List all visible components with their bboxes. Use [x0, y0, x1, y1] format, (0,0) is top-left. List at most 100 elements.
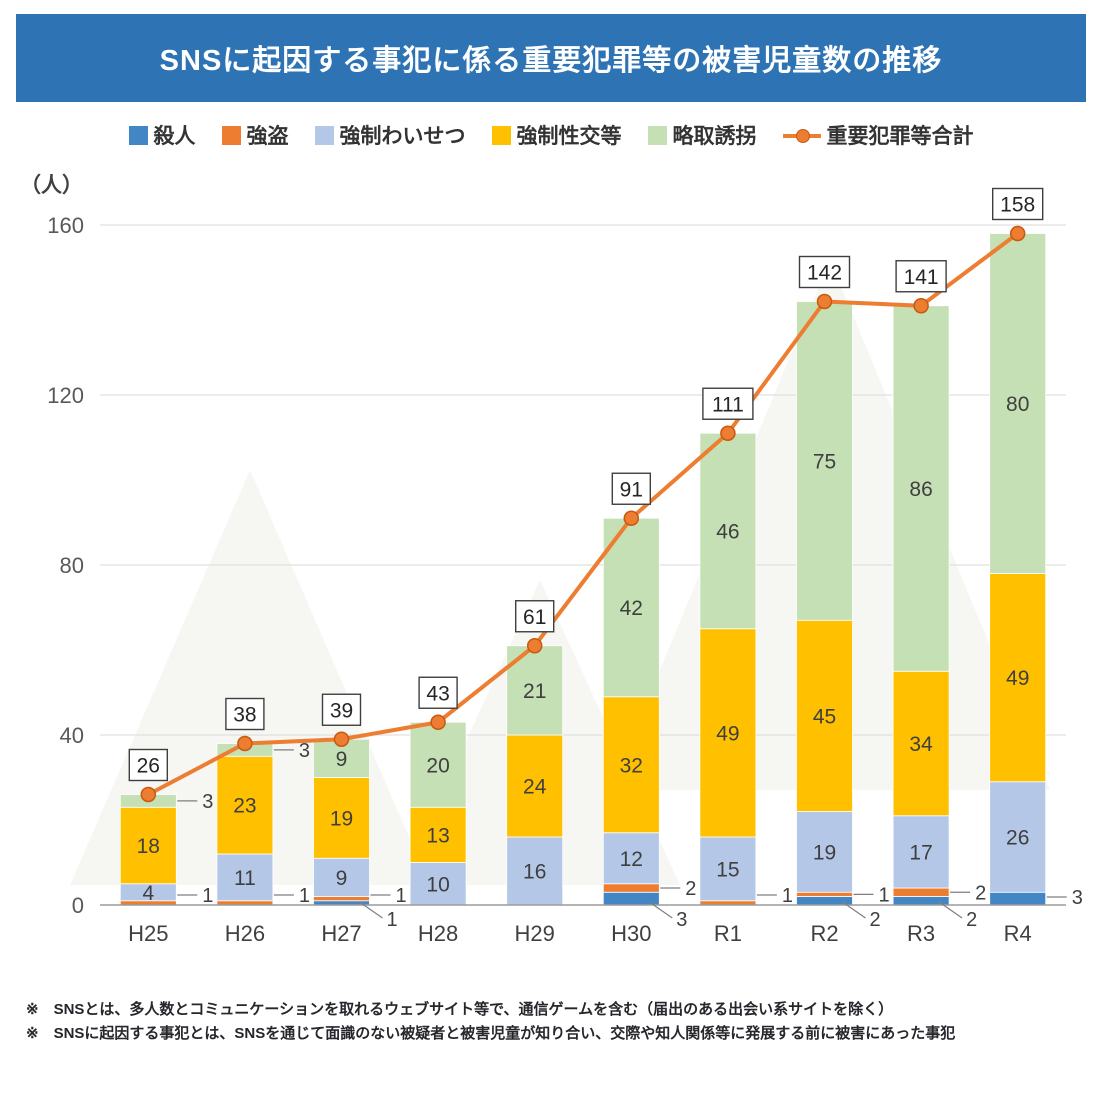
footnote-line-1: ※ SNSとは、多人数とコミュニケーションを取れるウェブサイト等で、通信ゲームを… — [26, 1001, 894, 1018]
svg-text:111: 111 — [712, 393, 744, 416]
svg-text:15: 15 — [716, 858, 739, 881]
page: SNSに起因する事犯に係る重要犯罪等の被害児童数の推移 殺人 強盗 強制わいせつ 強制… — [0, 14, 1102, 1046]
legend-item-1: 強盗 — [221, 120, 289, 150]
svg-text:49: 49 — [1006, 667, 1029, 690]
svg-text:21: 21 — [523, 680, 546, 703]
svg-text:1: 1 — [782, 885, 793, 907]
legend-line-marker-icon — [782, 126, 821, 145]
page-title: SNSに起因する事犯に係る重要犯罪等の被害児童数の推移 — [159, 45, 943, 77]
svg-text:10: 10 — [426, 873, 449, 896]
y-axis-labels: 0 40 80 120 160 （人） — [20, 173, 84, 918]
svg-text:142: 142 — [807, 262, 842, 285]
svg-text:1: 1 — [299, 885, 310, 907]
svg-text:R1: R1 — [714, 921, 742, 946]
svg-text:1: 1 — [879, 884, 890, 906]
svg-text:H27: H27 — [321, 921, 361, 946]
svg-text:26: 26 — [137, 755, 160, 778]
svg-text:12: 12 — [620, 848, 643, 871]
svg-text:32: 32 — [620, 754, 643, 777]
svg-text:45: 45 — [813, 705, 836, 728]
svg-text:26: 26 — [1006, 827, 1029, 850]
svg-text:20: 20 — [426, 754, 449, 777]
svg-text:46: 46 — [716, 521, 739, 544]
svg-text:49: 49 — [716, 722, 739, 745]
legend-label: 殺人 — [153, 125, 196, 148]
svg-text:H29: H29 — [515, 921, 555, 946]
svg-text:120: 120 — [47, 383, 84, 408]
legend-label: 強盗 — [246, 125, 289, 148]
svg-text:9: 9 — [336, 748, 348, 771]
svg-text:80: 80 — [1006, 393, 1029, 416]
legend-item-5: 重要犯罪等合計 — [782, 120, 974, 150]
legend-label: 略取誘拐 — [672, 125, 757, 148]
svg-text:1: 1 — [396, 885, 407, 907]
svg-text:75: 75 — [813, 450, 836, 473]
chart-legend: 殺人 強盗 強制わいせつ 強制性交等 略取誘拐 重要犯罪等合計 — [0, 122, 1102, 148]
legend-item-0: 殺人 — [128, 120, 196, 150]
svg-text:16: 16 — [523, 861, 546, 884]
svg-text:H30: H30 — [611, 921, 651, 946]
svg-text:2: 2 — [870, 909, 881, 931]
title-banner: SNSに起因する事犯に係る重要犯罪等の被害児童数の推移 — [16, 14, 1086, 102]
svg-text:11: 11 — [234, 867, 256, 890]
legend-swatch-icon — [314, 125, 334, 145]
legend-label: 重要犯罪等合計 — [826, 125, 974, 148]
svg-text:2: 2 — [685, 878, 696, 900]
svg-text:（人）: （人） — [20, 173, 83, 197]
svg-text:61: 61 — [523, 606, 546, 629]
svg-text:17: 17 — [909, 841, 932, 864]
svg-text:0: 0 — [72, 893, 84, 918]
legend-swatch-icon — [647, 125, 667, 145]
svg-text:H26: H26 — [225, 921, 265, 946]
svg-text:38: 38 — [233, 704, 256, 727]
svg-text:158: 158 — [1000, 194, 1035, 217]
svg-text:2: 2 — [975, 882, 986, 904]
svg-text:34: 34 — [909, 733, 933, 756]
svg-text:H25: H25 — [128, 921, 168, 946]
svg-text:141: 141 — [904, 266, 939, 289]
svg-text:19: 19 — [813, 841, 836, 864]
legend-item-2: 強制わいせつ — [314, 120, 466, 150]
bars: 4181123919910132016242112324215494619457… — [119, 233, 1047, 906]
legend-label: 強制性交等 — [516, 125, 622, 148]
svg-text:13: 13 — [426, 824, 449, 847]
svg-text:24: 24 — [523, 776, 547, 799]
svg-text:2: 2 — [966, 909, 977, 931]
svg-text:86: 86 — [909, 478, 932, 501]
svg-text:3: 3 — [676, 909, 687, 931]
svg-text:H28: H28 — [418, 921, 458, 946]
svg-text:R4: R4 — [1004, 921, 1032, 946]
total-line — [140, 225, 1026, 803]
stacked-bar-line-chart: 04080120160（人）41811239199101320162421123… — [20, 173, 1083, 946]
svg-text:9: 9 — [336, 867, 348, 890]
svg-text:R2: R2 — [810, 921, 838, 946]
svg-text:42: 42 — [620, 597, 643, 620]
svg-text:43: 43 — [426, 682, 449, 705]
svg-text:18: 18 — [137, 835, 160, 858]
svg-text:R3: R3 — [907, 921, 935, 946]
svg-text:80: 80 — [60, 553, 84, 578]
svg-text:3: 3 — [202, 791, 213, 813]
legend-label: 強制わいせつ — [339, 125, 466, 148]
legend-swatch-icon — [491, 125, 511, 145]
svg-text:39: 39 — [330, 699, 353, 722]
svg-text:40: 40 — [60, 723, 84, 748]
legend-item-3: 強制性交等 — [491, 120, 622, 150]
footnotes: ※ SNSとは、多人数とコミュニケーションを取れるウェブサイト等で、通信ゲームを… — [26, 998, 1076, 1046]
svg-text:3: 3 — [1072, 887, 1083, 909]
svg-text:160: 160 — [47, 213, 84, 238]
svg-text:23: 23 — [233, 795, 256, 818]
legend-swatch-icon — [128, 125, 148, 145]
svg-text:4: 4 — [142, 882, 154, 905]
footnote-line-2: ※ SNSに起因する事犯とは、SNSを通じて面識のない被疑者と被害児童が知り合い… — [26, 1025, 956, 1042]
legend-swatch-icon — [221, 125, 241, 145]
svg-text:3: 3 — [299, 740, 310, 762]
svg-text:19: 19 — [330, 807, 353, 830]
svg-text:1: 1 — [202, 885, 213, 907]
x-axis-labels: H25 H26 H27 H28 H29 H30 R1 R2 R3 R4 — [128, 921, 1032, 946]
svg-text:1: 1 — [387, 909, 398, 931]
legend-item-4: 略取誘拐 — [647, 120, 757, 150]
svg-text:91: 91 — [620, 478, 643, 501]
